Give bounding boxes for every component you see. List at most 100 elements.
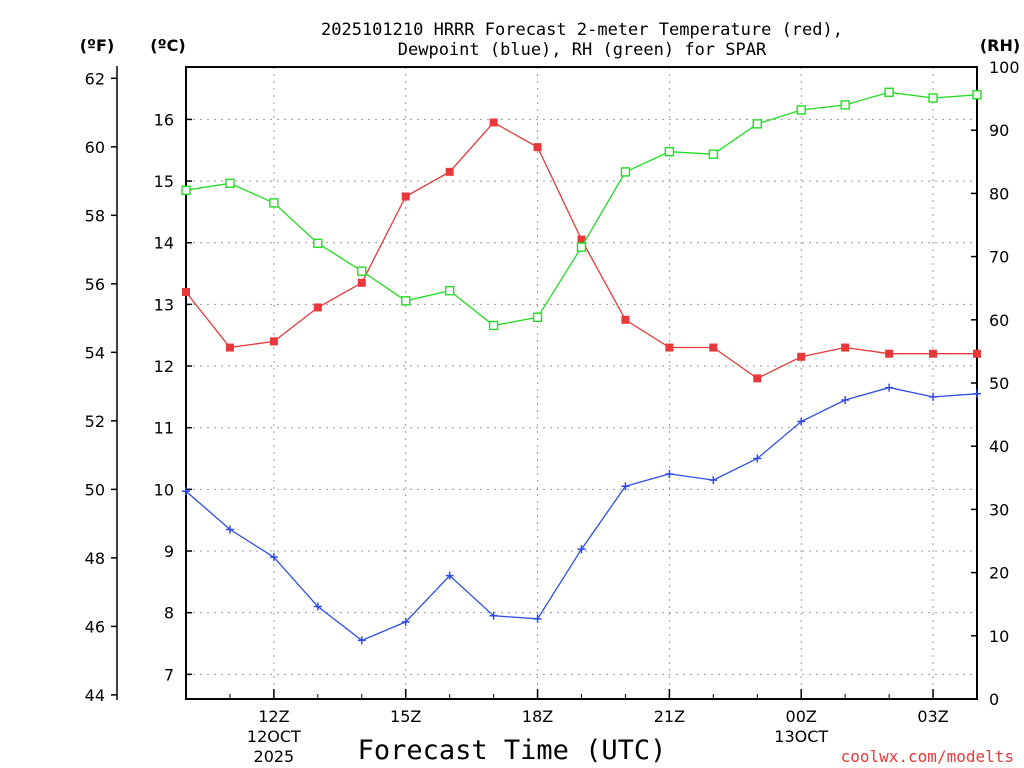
fahrenheit-tick-label: 44 [85,686,105,705]
rh-point [752,119,762,129]
dewpoint-line [185,386,978,642]
dewpoint-point [357,636,366,645]
2-meter-temperature-point [225,343,234,352]
rh-point [181,185,191,195]
dewpoint-point [313,602,322,611]
x-tick-year: 2025 [254,747,295,766]
rh-point [576,242,587,252]
rh-tick-label: 30 [989,500,1009,519]
rh-point [444,286,455,296]
plot-frame [185,66,978,700]
celsius-tick-label: 14 [154,234,174,253]
rh-tick-label: 70 [989,248,1009,267]
celsius-tick-label: 11 [154,419,174,438]
2-meter-temperature-point [753,374,762,383]
rh-point [664,146,675,157]
rh-tick-label: 10 [989,627,1009,646]
celsius-tick-label: 7 [164,665,174,684]
fahrenheit-tick-label: 58 [85,206,105,225]
rh-point [488,320,499,331]
rh-point [269,198,279,208]
rh-point [840,100,850,110]
x-tick-label: 00Z [786,707,817,726]
2-meter-temperature-point [577,235,586,244]
x-axis-title: Forecast Time (UTC) [358,735,667,766]
rh-line [185,91,978,327]
celsius-tick-label: 9 [164,542,174,561]
celsius-tick-label: 13 [154,295,174,314]
rh-tick-label: 0 [989,690,999,709]
x-tick-label: 18Z [522,707,553,726]
fahrenheit-tick-label: 62 [85,69,105,88]
2-meter-temperature-point [841,343,850,352]
rh-tick-label: 60 [989,311,1009,330]
dewpoint-point [973,389,981,398]
dewpoint-point [577,545,586,554]
chart-title-line2: Dewpoint (blue), RH (green) for SPAR [398,40,767,60]
rh-tick-label: 100 [989,58,1020,77]
rh-point [357,266,367,276]
rh-tick-label: 40 [989,437,1009,456]
grid-lines [186,67,977,699]
rh-tick-label: 90 [989,121,1009,140]
2-meter-temperature-point [709,343,718,352]
rh-point [972,90,982,100]
fahrenheit-tick-label: 56 [85,275,105,294]
2-meter-temperature-point [182,288,190,297]
rh-point [532,312,543,322]
2-meter-temperature-point [357,278,366,287]
data-series [181,87,982,645]
dewpoint-point [269,553,278,562]
rh-point [225,178,235,188]
celsius-tick-label: 15 [154,172,174,191]
celsius-axis-label: (ºC) [150,36,185,55]
chart-title-line1: 2025101210 HRRR Forecast 2-meter Tempera… [321,20,843,40]
2-meter-temperature-point [929,349,938,358]
2-meter-temperature-point [489,118,498,127]
dewpoint-point [401,617,410,626]
celsius-tick-label: 8 [164,604,174,623]
2-meter-temperature-point [445,167,454,176]
x-tick-date: 13OCT [774,727,828,746]
x-tick-label: 15Z [390,707,421,726]
2-meter-temperature-point [665,343,674,352]
dewpoint-point [797,417,806,426]
dewpoint-point [665,469,674,478]
rh-point [708,149,719,159]
celsius-tick-label: 16 [154,110,174,129]
rh-point [928,93,938,103]
dewpoint-point [753,454,762,463]
celsius-tick-label: 12 [154,357,174,376]
x-tick-label: 03Z [917,707,948,726]
credit-link[interactable]: coolwx.com/modelts [841,747,1014,766]
rh-axis-label: (RH) [980,36,1020,55]
2-meter-temperature-point [313,303,322,312]
fahrenheit-tick-label: 54 [85,343,105,362]
dewpoint-point [225,525,234,534]
x-tick-label: 21Z [654,707,685,726]
fahrenheit-tick-label: 46 [85,617,105,636]
rh-tick-label: 50 [989,374,1009,393]
dewpoint-point [489,611,498,620]
rh-point [620,167,631,177]
rh-point [401,296,411,306]
x-tick-date: 12OCT [247,727,301,746]
rh-point [796,105,806,115]
fahrenheit-tick-label: 48 [85,549,105,568]
fahrenheit-tick-label: 50 [85,480,105,499]
2-meter-temperature-point [885,349,894,358]
2-meter-temperature-point [621,315,630,324]
rh-point [884,87,894,97]
2-meter-temperature-point [533,143,542,152]
dewpoint-point [709,476,718,485]
axes: 44 46 48 50 52 54 56 58 60 62 7 8 9 10 11 12 13 14 15 16 0 10… [85,58,1020,766]
x-tick-label: 12Z [258,707,289,726]
dewpoint-point [533,614,542,623]
dewpoint-point [445,571,454,580]
2-meter-temperature-point [269,337,278,346]
dewpoint-point [841,395,850,404]
dewpoint-point [621,482,630,491]
dewpoint-point [885,383,894,392]
rh-tick-label: 20 [989,564,1009,583]
